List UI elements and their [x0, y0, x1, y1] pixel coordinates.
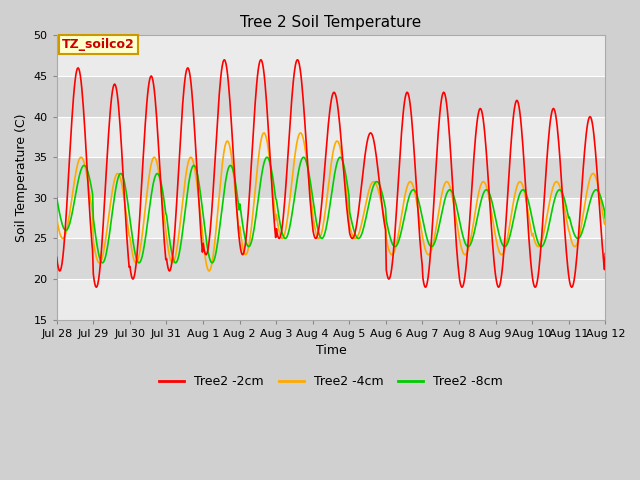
Tree2 -8cm: [120, 177, 128, 183]
Tree2 -8cm: [415, 200, 423, 206]
Line: Tree2 -4cm: Tree2 -4cm: [57, 133, 605, 271]
Tree2 -8cm: [264, 155, 271, 160]
Tree2 -4cm: [399, 203, 407, 209]
Tree2 -8cm: [63, 227, 70, 233]
Tree2 -8cm: [176, 249, 184, 255]
Tree2 -4cm: [53, 216, 61, 221]
Bar: [57, 157, 605, 198]
Tree2 -8cm: [205, 251, 212, 257]
Tree2 -4cm: [119, 189, 127, 194]
Tree2 -4cm: [175, 232, 182, 238]
Tree2 -2cm: [175, 164, 182, 169]
Text: TZ_soilco2: TZ_soilco2: [62, 38, 135, 51]
Tree2 -8cm: [399, 220, 407, 226]
Y-axis label: Soil Temperature (C): Soil Temperature (C): [15, 113, 28, 242]
Tree2 -8cm: [99, 260, 106, 266]
Tree2 -2cm: [119, 171, 127, 177]
Bar: [57, 117, 605, 157]
Tree2 -4cm: [204, 266, 212, 272]
Tree2 -8cm: [602, 216, 609, 221]
Tree2 -8cm: [53, 195, 61, 201]
Tree2 -2cm: [568, 284, 575, 290]
Tree2 -4cm: [63, 227, 70, 233]
Bar: [57, 239, 605, 279]
Tree2 -4cm: [205, 268, 213, 274]
Bar: [57, 76, 605, 117]
Bar: [57, 279, 605, 320]
Tree2 -2cm: [63, 205, 70, 211]
Title: Tree 2 Soil Temperature: Tree 2 Soil Temperature: [241, 15, 422, 30]
Tree2 -4cm: [602, 221, 609, 227]
Tree2 -2cm: [53, 254, 61, 260]
Tree2 -2cm: [221, 57, 228, 63]
Tree2 -4cm: [415, 214, 423, 219]
Line: Tree2 -2cm: Tree2 -2cm: [57, 60, 605, 287]
Tree2 -2cm: [204, 248, 212, 253]
Legend: Tree2 -2cm, Tree2 -4cm, Tree2 -8cm: Tree2 -2cm, Tree2 -4cm, Tree2 -8cm: [154, 370, 508, 393]
Bar: [57, 36, 605, 76]
Tree2 -4cm: [260, 130, 268, 136]
Tree2 -2cm: [399, 120, 406, 126]
Tree2 -2cm: [415, 215, 422, 220]
X-axis label: Time: Time: [316, 344, 346, 357]
Line: Tree2 -8cm: Tree2 -8cm: [57, 157, 605, 263]
Bar: [57, 198, 605, 239]
Tree2 -2cm: [602, 251, 609, 256]
